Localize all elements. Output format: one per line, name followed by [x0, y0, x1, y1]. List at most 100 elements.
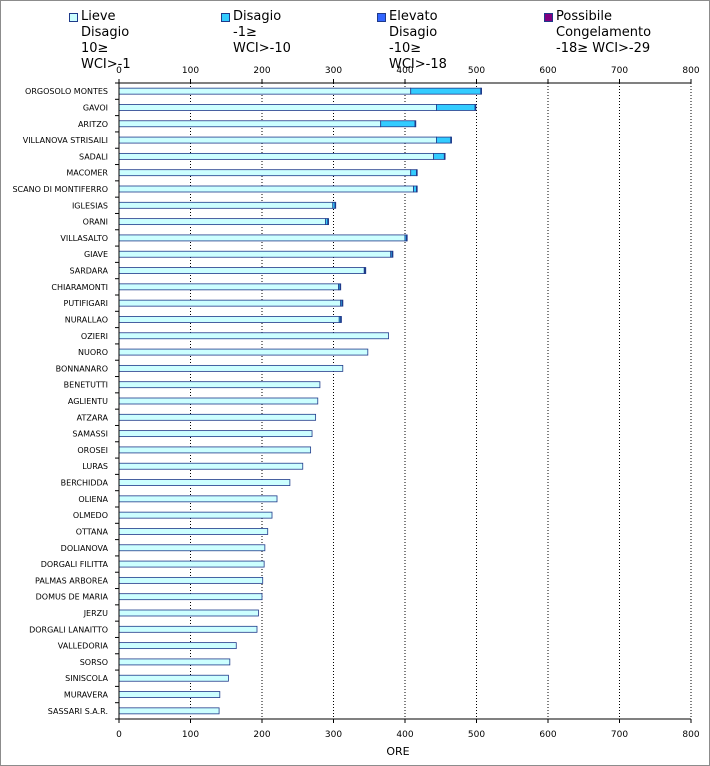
category-label: SASSARI S.A.R.	[48, 707, 108, 716]
bar-lieve	[118, 446, 312, 454]
x-axis-label: ORE	[386, 745, 409, 758]
x-tick-label-top: 300	[325, 66, 342, 76]
x-tick-label-top: 0	[116, 66, 122, 76]
bar-disagio	[413, 185, 417, 193]
bar-lieve	[118, 169, 412, 177]
bar-disagio	[410, 169, 417, 177]
category-label: OTTANA	[76, 527, 109, 536]
bar-disagio	[436, 104, 476, 111]
category-label: AGLIENTU	[68, 397, 108, 406]
category-label: CHIARAMONTI	[51, 283, 108, 292]
bar-lieve	[118, 332, 389, 340]
legend-sub-congelamento: -18≥ WCI>-29	[556, 41, 651, 56]
bar-elevato	[334, 201, 337, 209]
bar-elevato	[443, 152, 446, 160]
category-label: OLMEDO	[73, 511, 108, 520]
legend-label-elevato: Elevato Disagio -10≥ WCI>-18	[389, 9, 447, 72]
bar-lieve	[118, 299, 342, 307]
bar-lieve	[118, 495, 278, 503]
bar-elevato	[327, 218, 329, 226]
bar-lieve	[118, 381, 321, 389]
bar-elevato	[406, 234, 408, 242]
bar-lieve	[118, 674, 229, 682]
bar-lieve	[118, 185, 414, 193]
x-tick-label-bottom: 300	[325, 730, 342, 740]
bar-lieve	[118, 250, 392, 258]
bar-elevato	[339, 283, 342, 291]
category-label: MURAVERA	[64, 691, 109, 700]
legend-swatch-disagio	[221, 13, 230, 22]
bar-elevato	[340, 316, 342, 323]
bar-lieve	[118, 430, 313, 438]
bar-lieve	[118, 201, 334, 209]
bar-elevato	[414, 120, 417, 128]
category-label: SINISCOLA	[65, 674, 108, 683]
category-label: ATZARA	[77, 413, 109, 422]
bar-lieve	[118, 283, 339, 291]
category-label: DOMUS DE MARIA	[36, 593, 109, 602]
category-label: BONNANARO	[56, 364, 108, 373]
x-tick-label-bottom: 400	[396, 730, 413, 740]
category-label: VILLANOVA STRISAILI	[23, 136, 108, 145]
bar-lieve	[118, 348, 369, 356]
x-tick-label-top: 700	[611, 66, 628, 76]
bar-lieve	[118, 267, 365, 274]
category-label: NUORO	[78, 348, 108, 357]
bar-lieve	[118, 658, 231, 666]
category-label: IGLESIAS	[72, 201, 108, 210]
bar-lieve	[118, 625, 258, 633]
bar-elevato	[480, 87, 482, 95]
legend-label-congelamento: Possibile Congelamento -18≥ WCI>-29	[556, 9, 652, 56]
x-tick-label-bottom: 0	[116, 730, 122, 740]
x-tick-label-top: 800	[682, 66, 699, 76]
bar-lieve	[118, 593, 263, 601]
bar-elevato	[391, 250, 394, 258]
legend-swatch-elevato	[377, 13, 386, 22]
bar-elevato	[416, 185, 418, 193]
category-label: SARDARA	[70, 267, 109, 276]
x-tick-label-top: 200	[253, 66, 270, 76]
category-label: DOLIANOVA	[61, 544, 109, 553]
bar-lieve	[118, 609, 259, 617]
bar-lieve	[118, 691, 221, 698]
bar-lieve	[118, 136, 437, 144]
x-tick-label-bottom: 500	[468, 730, 485, 740]
bar-elevato	[450, 136, 452, 144]
bar-lieve	[118, 397, 319, 405]
category-label: SAMASSI	[72, 430, 108, 439]
category-label: JERZU	[83, 609, 108, 618]
category-label: PUTIFIGARI	[64, 299, 108, 308]
bars	[118, 87, 482, 715]
bar-disagio	[436, 136, 452, 144]
category-label: BERCHIDDA	[61, 479, 109, 488]
x-tick-label-bottom: 600	[539, 730, 556, 740]
bar-lieve	[118, 120, 382, 128]
bar-lieve	[118, 576, 264, 584]
category-label: OZIERI	[81, 332, 108, 341]
bar-elevato	[416, 169, 418, 177]
category-label: DORGALI FILITTA	[41, 560, 109, 569]
bar-lieve	[118, 479, 291, 486]
x-tick-label-top: 400	[396, 66, 413, 76]
category-label: SCANO DI MONTIFERRO	[12, 185, 108, 194]
category-label: PALMAS ARBOREA	[35, 576, 109, 585]
bar-lieve	[118, 707, 220, 715]
category-label: SADALI	[79, 152, 108, 161]
legend-swatch-lieve	[69, 13, 78, 22]
bar-lieve	[118, 316, 340, 323]
category-label: NURALLAO	[65, 315, 108, 324]
category-label: MACOMER	[66, 169, 108, 178]
bar-lieve	[118, 152, 435, 160]
bar-disagio	[380, 120, 416, 128]
x-tick-label-bottom: 100	[182, 730, 199, 740]
x-tick-label-bottom: 200	[253, 730, 270, 740]
bar-lieve	[118, 364, 344, 372]
category-label: GAVOI	[83, 103, 108, 112]
x-tick-label-top: 100	[182, 66, 199, 76]
legend-label-lieve: Lieve Disagio 10≥ WCI>-1	[81, 9, 131, 72]
bar-lieve	[118, 642, 237, 650]
bar-disagio	[410, 87, 482, 95]
x-tick-label-top: 600	[539, 66, 556, 76]
bar-lieve	[118, 462, 304, 470]
